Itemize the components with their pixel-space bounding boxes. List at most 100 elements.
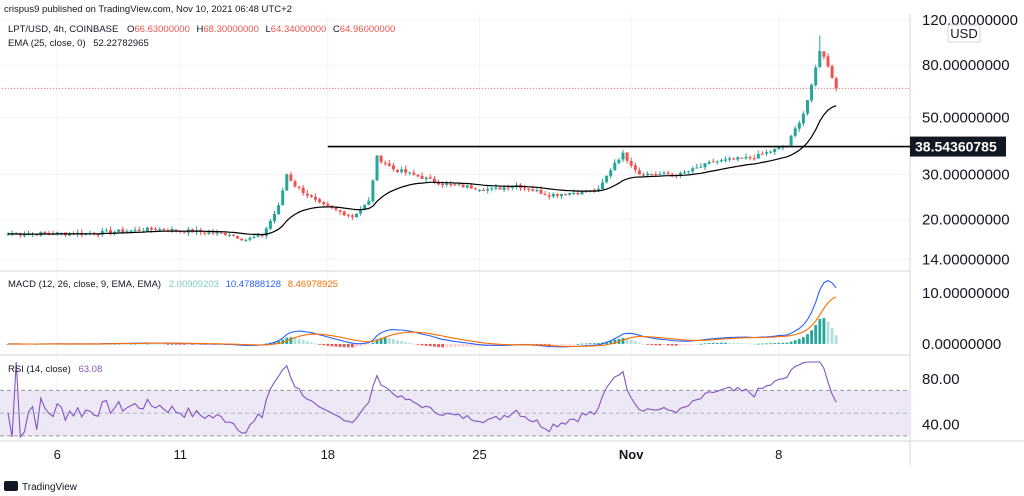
macd-histogram-bar — [695, 343, 699, 345]
ema-label[interactable]: EMA (25, close, 0) — [8, 38, 86, 49]
candle-body — [822, 51, 826, 57]
candle-body — [773, 148, 777, 153]
macd-histogram-bar — [834, 335, 838, 344]
macd-histogram-bar — [338, 343, 342, 348]
rsi-line — [7, 361, 837, 439]
macd-histogram-bar — [592, 343, 596, 345]
candle-body — [465, 185, 469, 188]
candle-body — [248, 237, 252, 240]
price-tick-label: 20.00000000 — [922, 212, 1010, 229]
candle-body — [359, 209, 363, 214]
candle-body — [379, 155, 383, 163]
macd-histogram-bar — [400, 341, 403, 344]
tradingview-logo[interactable]: TradingView — [4, 481, 78, 493]
candle-body — [453, 184, 457, 186]
x-tick-label: 18 — [321, 447, 335, 462]
candle-body — [756, 153, 760, 159]
time-axis[interactable]: 6 11 18 25 Nov 8 — [54, 447, 783, 462]
candle-body — [695, 167, 699, 169]
candle-body — [613, 162, 617, 171]
macd-histogram-bar — [769, 343, 772, 345]
candle-body — [687, 171, 691, 173]
macd-histogram-bar — [195, 343, 198, 345]
x-tick-label: 11 — [173, 447, 187, 462]
candle-body — [363, 204, 367, 211]
macd-label[interactable]: MACD (12, 26, close, 9, EMA, EMA) — [8, 279, 161, 290]
candle-body — [506, 187, 510, 189]
macd-histogram-bar — [826, 321, 830, 344]
macd-histogram-bar — [547, 343, 551, 345]
macd-histogram-bar — [326, 343, 330, 346]
candle-body — [555, 193, 559, 196]
candle-body — [707, 161, 711, 164]
candles — [6, 35, 838, 242]
candle-body — [703, 163, 707, 168]
candle-body — [391, 165, 395, 170]
candle-body — [158, 229, 162, 231]
macd-histogram-bar — [761, 343, 764, 345]
candle-body — [334, 207, 338, 210]
macd-histogram-bar — [609, 340, 613, 344]
candle-body — [314, 196, 317, 200]
candle-body — [355, 213, 358, 218]
macd-axis[interactable]: 10.00000000 0.00000000 — [922, 285, 1010, 353]
candle-body — [543, 194, 547, 196]
candle-body — [490, 188, 494, 190]
candle-body — [170, 229, 174, 232]
macd-histogram-bar — [137, 343, 141, 345]
rsi-tick-label: 40.00 — [922, 417, 960, 434]
candle-body — [765, 152, 768, 154]
candle-body — [424, 177, 428, 180]
macd-histogram-bar — [441, 343, 444, 348]
candle-body — [301, 187, 305, 194]
candle-body — [617, 159, 621, 164]
candle-body — [289, 174, 293, 181]
candle-body — [469, 185, 473, 189]
candle-body — [621, 152, 625, 160]
macd-signal-value: 8.46978925 — [288, 279, 338, 290]
macd-histogram-bar — [293, 337, 297, 344]
macd-histogram-bar — [699, 343, 703, 345]
price-axis[interactable]: 120.00000000 80.00000000 50.00000000 30.000… — [922, 12, 1018, 268]
open-value: 66.63000000 — [134, 24, 189, 35]
price-tick-label: 50.00000000 — [922, 110, 1010, 127]
candle-body — [236, 236, 240, 239]
macd-histogram-bar — [785, 342, 789, 344]
macd-histogram-bar — [408, 342, 412, 344]
price-tick-label: 30.00000000 — [922, 167, 1010, 184]
macd-tick-label: 0.00000000 — [922, 336, 1001, 353]
candle-body — [777, 147, 781, 150]
rsi-axis[interactable]: 80.00 40.00 — [922, 371, 960, 433]
rsi-label[interactable]: RSI (14, close) — [8, 364, 71, 375]
macd-histogram-bar — [187, 343, 190, 345]
currency-badge[interactable] — [947, 24, 981, 43]
macd-histogram-bar — [375, 339, 379, 344]
candle-body — [662, 172, 666, 174]
macd-histogram-bar — [469, 343, 473, 347]
macd-histogram-bar — [170, 343, 174, 345]
macd-histogram-bar — [601, 342, 604, 344]
macd-histogram-bar — [584, 343, 588, 345]
candle-body — [691, 168, 695, 172]
macd-histogram-bar — [560, 343, 563, 345]
macd-histogram-bar — [744, 343, 748, 345]
macd-histogram-bar — [162, 343, 166, 345]
macd-histogram-bar — [383, 337, 387, 344]
candle-body — [826, 56, 830, 67]
macd-histogram-bar — [789, 341, 793, 344]
candle-body — [416, 174, 420, 177]
macd-histogram-bar — [756, 343, 760, 345]
candle-body — [141, 231, 145, 233]
symbol-label[interactable]: LPT/USD, 4h, COINBASE — [8, 24, 118, 35]
candle-body — [174, 229, 178, 231]
macd-histogram-bar — [740, 343, 744, 344]
macd-histogram-bar — [646, 343, 649, 345]
candle-body — [535, 190, 539, 192]
candle-body — [305, 193, 309, 196]
macd-histogram-bar — [580, 343, 584, 345]
macd-histogram-bar — [638, 342, 641, 344]
macd-tick-label: 10.00000000 — [922, 285, 1010, 302]
macd-histogram-bar — [387, 338, 391, 344]
macd-histogram-bar — [662, 343, 666, 346]
